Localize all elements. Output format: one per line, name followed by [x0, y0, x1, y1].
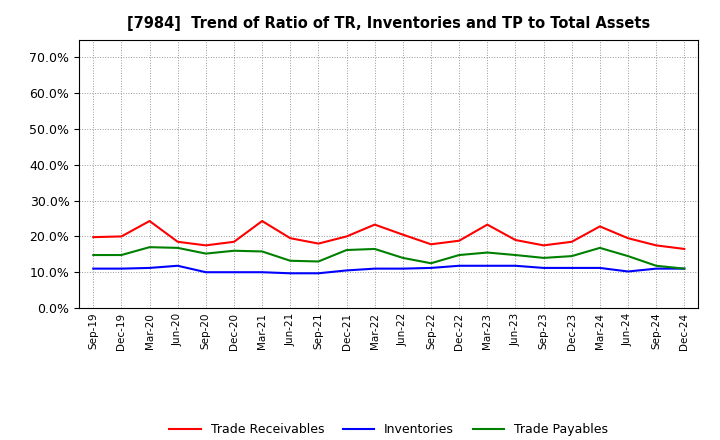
Trade Receivables — [202, 243, 210, 248]
Trade Receivables — [567, 239, 576, 245]
Trade Receivables — [258, 218, 266, 224]
Trade Payables — [652, 263, 660, 268]
Inventories — [145, 265, 154, 271]
Title: [7984]  Trend of Ratio of TR, Inventories and TP to Total Assets: [7984] Trend of Ratio of TR, Inventories… — [127, 16, 650, 32]
Trade Payables — [511, 253, 520, 258]
Trade Receivables — [680, 246, 688, 252]
Inventories — [89, 266, 98, 271]
Trade Payables — [314, 259, 323, 264]
Legend: Trade Receivables, Inventories, Trade Payables: Trade Receivables, Inventories, Trade Pa… — [164, 418, 613, 440]
Inventories — [680, 266, 688, 271]
Inventories — [539, 265, 548, 271]
Inventories — [258, 270, 266, 275]
Inventories — [399, 266, 408, 271]
Inventories — [314, 271, 323, 276]
Inventories — [117, 266, 126, 271]
Trade Receivables — [624, 235, 632, 241]
Trade Payables — [174, 245, 182, 250]
Inventories — [624, 269, 632, 274]
Inventories — [455, 263, 464, 268]
Trade Payables — [230, 248, 238, 253]
Trade Receivables — [652, 243, 660, 248]
Inventories — [174, 263, 182, 268]
Trade Payables — [680, 266, 688, 271]
Trade Receivables — [427, 242, 436, 247]
Inventories — [567, 265, 576, 271]
Inventories — [483, 263, 492, 268]
Trade Receivables — [342, 234, 351, 239]
Trade Payables — [258, 249, 266, 254]
Trade Payables — [399, 255, 408, 260]
Inventories — [230, 270, 238, 275]
Inventories — [286, 271, 294, 276]
Trade Receivables — [399, 232, 408, 237]
Trade Payables — [117, 253, 126, 258]
Inventories — [342, 268, 351, 273]
Trade Payables — [455, 253, 464, 258]
Inventories — [370, 266, 379, 271]
Trade Payables — [202, 251, 210, 256]
Trade Receivables — [314, 241, 323, 246]
Trade Payables — [145, 245, 154, 250]
Trade Payables — [567, 253, 576, 259]
Trade Payables — [427, 260, 436, 266]
Trade Payables — [624, 253, 632, 259]
Inventories — [427, 265, 436, 271]
Trade Receivables — [539, 243, 548, 248]
Trade Receivables — [455, 238, 464, 243]
Trade Receivables — [89, 235, 98, 240]
Trade Receivables — [370, 222, 379, 227]
Inventories — [652, 266, 660, 271]
Trade Receivables — [595, 224, 604, 229]
Trade Receivables — [483, 222, 492, 227]
Inventories — [202, 270, 210, 275]
Trade Receivables — [174, 239, 182, 245]
Trade Payables — [370, 246, 379, 252]
Trade Payables — [539, 255, 548, 260]
Trade Payables — [89, 253, 98, 258]
Trade Receivables — [286, 235, 294, 241]
Line: Trade Receivables: Trade Receivables — [94, 221, 684, 249]
Trade Payables — [342, 247, 351, 253]
Line: Trade Payables: Trade Payables — [94, 247, 684, 269]
Trade Receivables — [145, 218, 154, 224]
Trade Receivables — [230, 239, 238, 245]
Trade Payables — [483, 250, 492, 255]
Trade Payables — [286, 258, 294, 264]
Trade Receivables — [117, 234, 126, 239]
Trade Payables — [595, 245, 604, 250]
Inventories — [595, 265, 604, 271]
Line: Inventories: Inventories — [94, 266, 684, 273]
Trade Receivables — [511, 237, 520, 242]
Inventories — [511, 263, 520, 268]
